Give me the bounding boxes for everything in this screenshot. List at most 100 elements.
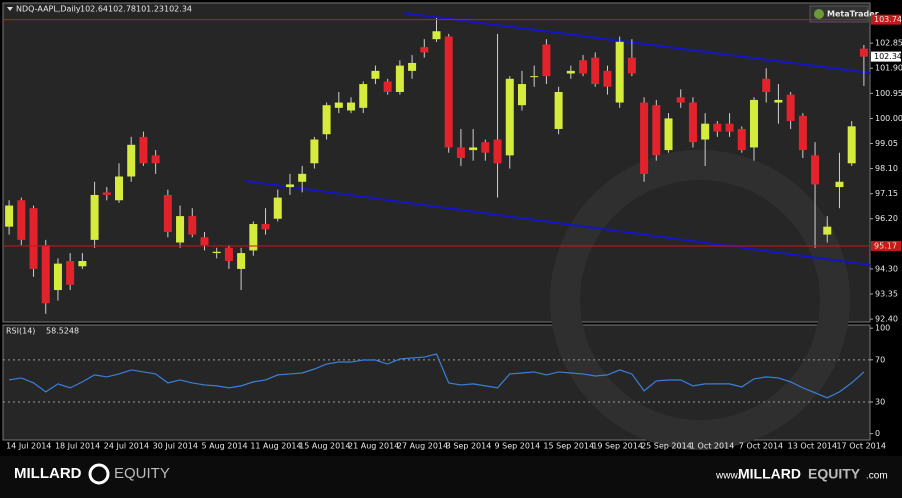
candle-body — [530, 76, 539, 78]
candle-body — [53, 263, 62, 291]
candle-body — [102, 192, 111, 195]
x-tick-label: 21 Aug 2014 — [348, 442, 399, 451]
candle-body — [505, 78, 514, 156]
footer — [0, 456, 902, 498]
candle-body — [420, 47, 429, 53]
x-tick-label: 18 Jul 2014 — [55, 442, 100, 451]
y-tick-label: 92.40 — [875, 315, 898, 324]
y-tick-label: 30 — [875, 398, 885, 407]
y-tick-label: 93.35 — [875, 290, 898, 299]
candle-body — [139, 136, 148, 164]
x-tick-label: 19 Sep 2014 — [592, 442, 643, 451]
trend-line-upper — [402, 12, 871, 74]
candle-body — [456, 147, 465, 159]
header-low: 101.23 — [136, 5, 164, 14]
candle-body — [347, 102, 356, 111]
candle-body — [285, 184, 294, 188]
trend-line-lower — [244, 180, 871, 266]
x-tick-label: 13 Oct 2014 — [788, 442, 837, 451]
x-tick-label: 27 Aug 2014 — [397, 442, 448, 451]
candle-body — [847, 126, 856, 164]
badge-text: MetaTrader — [827, 10, 879, 19]
candle-body — [652, 105, 661, 156]
candle-body — [688, 102, 697, 143]
candle-body — [41, 245, 50, 304]
candle-body — [29, 208, 38, 269]
candle-body — [640, 102, 649, 174]
candle-body — [322, 105, 331, 135]
y-tick-label: 100.00 — [875, 114, 902, 123]
candle-body — [517, 84, 526, 106]
y-tick-label: 94.30 — [875, 264, 898, 273]
candle-body — [676, 97, 685, 103]
x-tick-label: 3 Sep 2014 — [446, 442, 492, 451]
candle-body — [224, 247, 233, 261]
candle-body — [713, 123, 722, 132]
candle-body — [395, 65, 404, 92]
candle-body — [371, 70, 380, 79]
candle-body — [615, 41, 624, 103]
current-price-label: 102.34 — [874, 52, 902, 61]
candle-body — [249, 224, 258, 251]
rsi-name: RSI(14) — [6, 327, 35, 336]
y-tick-label: 102.85 — [875, 39, 902, 48]
candle-body — [444, 36, 453, 148]
candle-body — [359, 84, 368, 108]
candle-body — [579, 60, 588, 74]
candle-body — [542, 44, 551, 77]
candle-body — [408, 62, 417, 71]
candle-body — [78, 260, 87, 267]
level-label: 95.17 — [874, 241, 897, 250]
watermark — [550, 150, 850, 450]
rsi-current: 58.5248 — [46, 327, 79, 336]
candle-body — [749, 99, 758, 148]
current-price-box — [871, 51, 901, 62]
badge-box — [809, 5, 869, 23]
x-tick-label: 14 Jul 2014 — [6, 442, 51, 451]
candle-body — [115, 176, 124, 201]
candle-body — [163, 194, 172, 232]
candle-body — [823, 226, 832, 235]
x-tick-label: 1 Oct 2014 — [690, 442, 734, 451]
y-tick-label: 99.05 — [875, 139, 898, 148]
x-tick-label: 15 Sep 2014 — [543, 442, 594, 451]
candle-body — [66, 260, 75, 285]
brand-name: MILLARD — [14, 465, 82, 482]
y-tick-label: 0 — [875, 429, 880, 438]
symbol-title: NDQ-AAPL,Daily — [16, 5, 81, 14]
x-tick-label: 11 Aug 2014 — [250, 442, 301, 451]
brand-name-2: EQUITY — [114, 465, 170, 482]
candle-body — [859, 48, 868, 57]
x-tick-label: 7 Oct 2014 — [739, 442, 783, 451]
url-name-2: EQUITY — [808, 466, 861, 482]
candle-body — [237, 253, 246, 269]
x-tick-label: 25 Sep 2014 — [641, 442, 692, 451]
candle-body — [798, 115, 807, 151]
url-name: MILLARD — [738, 466, 801, 482]
candle-body — [493, 139, 502, 164]
y-tick-label: 98.10 — [875, 164, 898, 173]
y-tick-label: 101.90 — [875, 64, 902, 73]
x-tick-label: 9 Sep 2014 — [495, 442, 541, 451]
y-tick-label: 96.20 — [875, 214, 898, 223]
candle-body — [664, 118, 673, 151]
candle-body — [151, 155, 160, 164]
y-tick-label: 100 — [875, 324, 890, 333]
level-label-box — [871, 240, 901, 251]
header-open: 102.64 — [80, 5, 108, 14]
candle-body — [432, 31, 441, 40]
candle-body — [212, 251, 221, 254]
x-tick-label: 15 Aug 2014 — [299, 442, 350, 451]
candle-body — [383, 81, 392, 92]
candle-body — [469, 147, 478, 151]
candle-body — [188, 216, 197, 235]
header-close: 102.34 — [164, 5, 192, 14]
candle-body — [298, 173, 307, 182]
candle-body — [725, 123, 734, 132]
candle-body — [273, 197, 282, 219]
candle-body — [762, 78, 771, 92]
x-tick-label: 30 Jul 2014 — [153, 442, 198, 451]
candle-body — [310, 139, 319, 164]
x-tick-label: 5 Aug 2014 — [201, 442, 247, 451]
y-tick-label: 100.95 — [875, 89, 902, 98]
